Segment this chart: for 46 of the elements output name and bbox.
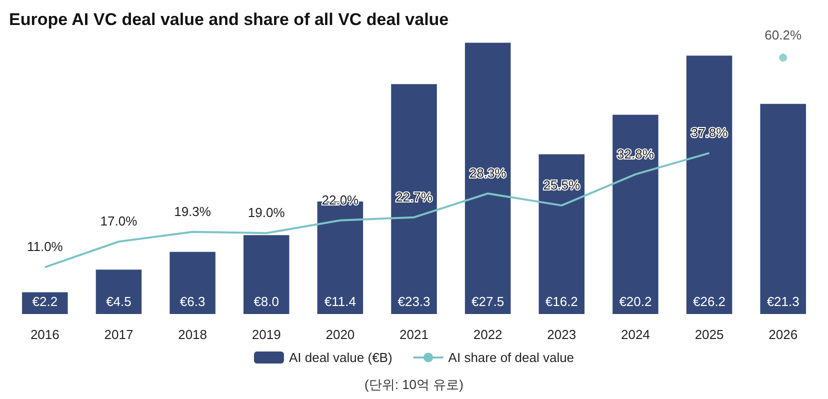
data-label: €16.2 xyxy=(545,294,578,309)
data-label: €20.2 xyxy=(619,294,652,309)
bar xyxy=(243,235,290,314)
data-label: 22.7% xyxy=(396,189,433,204)
legend-label: AI deal value (€B) xyxy=(288,350,392,365)
data-label: 32.8% xyxy=(617,146,654,162)
data-label: 25.5% xyxy=(543,177,580,192)
data-label: 28.3% xyxy=(469,166,507,181)
x-tick-label: 2019 xyxy=(252,327,281,342)
bar xyxy=(464,42,511,314)
data-label: €11.4 xyxy=(324,294,356,309)
x-tick-label: 2025 xyxy=(694,327,724,342)
x-tick-label: 2016 xyxy=(30,327,60,342)
data-label: €6.3 xyxy=(180,294,206,309)
x-tick-label: 2017 xyxy=(104,327,134,342)
x-tick-label: 2023 xyxy=(547,327,576,342)
data-label: 60.2% xyxy=(764,28,802,43)
text: (단위: 10억 유로) xyxy=(364,377,464,392)
x-tick-label: 2018 xyxy=(178,327,208,342)
data-label: €2.2 xyxy=(32,294,58,309)
data-label: 37.8% xyxy=(690,125,728,140)
x-tick-label: 2024 xyxy=(620,327,650,342)
bar xyxy=(170,252,216,314)
data-label: 19.0% xyxy=(248,205,286,220)
data-label: 17.0% xyxy=(100,214,138,229)
data-label: €27.5 xyxy=(472,294,504,309)
data-label: €8.0 xyxy=(254,294,280,309)
x-tick-label: 2020 xyxy=(326,327,355,342)
bar xyxy=(22,292,68,314)
x-tick-label: 2021 xyxy=(400,327,428,342)
bar xyxy=(538,154,585,314)
data-label: €4.5 xyxy=(106,294,132,309)
bar xyxy=(96,270,142,314)
x-tick-label: 2022 xyxy=(473,327,502,342)
data-label: 19.3% xyxy=(174,204,212,219)
data-label: €23.3 xyxy=(398,294,430,309)
data-label: €21.3 xyxy=(766,294,800,309)
bar xyxy=(391,84,437,314)
x-tick-label: 2026 xyxy=(768,327,798,342)
chart-title: Europe AI VC deal value and share of all VC deal value xyxy=(9,10,449,29)
bar xyxy=(760,104,806,314)
data-label: €26.2 xyxy=(693,294,726,309)
bar xyxy=(686,56,732,314)
data-label: 11.0% xyxy=(26,239,64,254)
legend-label: AI share of deal value xyxy=(448,350,574,365)
bar xyxy=(612,114,658,314)
